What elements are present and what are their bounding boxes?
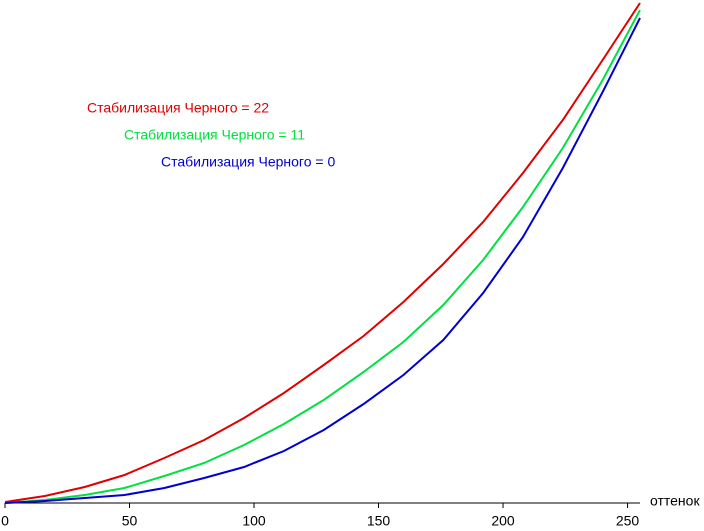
x-tick-label: 50 [122, 513, 138, 529]
x-tick-label: 250 [616, 513, 640, 529]
x-tick-label: 150 [367, 513, 391, 529]
series-line [4, 9, 641, 504]
legend-entry: Стабилизация Черного = 0 [161, 154, 335, 170]
x-tick-label: 200 [491, 513, 515, 529]
legend-entry: Стабилизация Черного = 11 [124, 127, 305, 143]
legend-entry: Стабилизация Черного = 22 [87, 100, 269, 116]
x-tick-label: 0 [1, 513, 9, 529]
x-axis-label: оттенок [650, 493, 700, 509]
series-line [4, 17, 641, 504]
series-line [4, 2, 641, 503]
x-tick-label: 100 [242, 513, 266, 529]
